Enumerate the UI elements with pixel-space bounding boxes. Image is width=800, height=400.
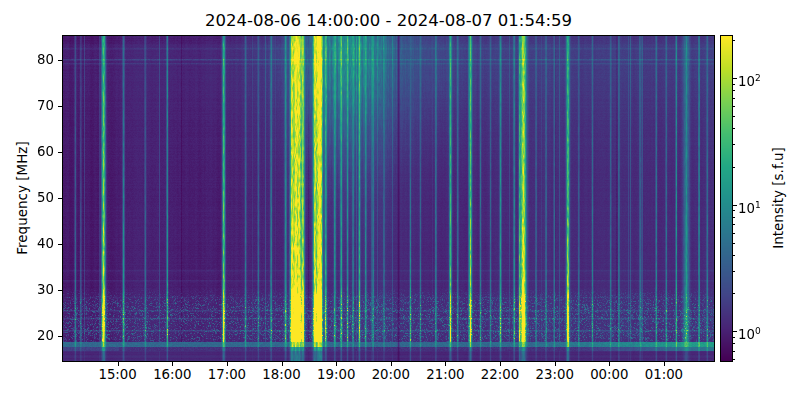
colorbar-minor-tick [733,243,735,244]
x-tick-label: 17:00 [208,367,246,382]
x-tick-label: 21:00 [426,367,464,382]
y-tick [58,106,62,107]
colorbar-minor-tick [733,90,735,91]
x-tick [391,362,392,366]
colorbar-canvas [721,36,732,361]
y-tick [58,60,62,61]
colorbar-minor-tick [733,116,735,117]
x-tick [282,362,283,366]
y-tick-label: 30 [28,282,54,298]
y-tick [58,198,62,199]
colorbar-minor-tick [733,84,735,85]
colorbar-minor-tick [733,40,735,41]
y-tick-label: 60 [28,144,54,160]
colorbar-tick-label: 100 [738,323,761,339]
colorbar-minor-tick [733,144,735,145]
x-tick [609,362,610,366]
figure: 2024-08-06 14:00:00 - 2024-08-07 01:54:5… [0,0,800,400]
colorbar-tick [733,205,737,206]
colorbar-minor-tick [733,359,735,360]
colorbar-minor-tick [733,217,735,218]
x-tick-label: 16:00 [153,367,191,382]
x-tick [664,362,665,366]
colorbar-tick [733,78,737,79]
x-tick [500,362,501,366]
colorbar-minor-tick [733,106,735,107]
colorbar-minor-tick [733,255,735,256]
x-tick-label: 18:00 [262,367,300,382]
spectrogram-canvas [63,36,714,361]
x-tick-label: 22:00 [481,367,519,382]
colorbar-minor-tick [733,293,735,294]
x-tick-label: 23:00 [536,367,574,382]
y-tick-label: 50 [28,190,54,206]
x-tick [172,362,173,366]
colorbar-label: Intensity [s.f.u] [770,36,786,361]
colorbar-minor-tick [733,128,735,129]
x-tick-label: 20:00 [372,367,410,382]
x-tick [118,362,119,366]
y-tick-label: 70 [28,98,54,114]
colorbar-tick-label: 102 [738,70,761,86]
y-tick [58,152,62,153]
colorbar-minor-tick [733,210,735,211]
y-tick [58,244,62,245]
colorbar-tick [733,331,737,332]
plot-title: 2024-08-06 14:00:00 - 2024-08-07 01:54:5… [63,11,714,30]
x-tick-label: 15:00 [98,367,136,382]
x-tick [555,362,556,366]
colorbar-minor-tick [733,343,735,344]
y-tick [58,336,62,337]
x-tick-label: 19:00 [317,367,355,382]
y-tick-label: 40 [28,236,54,252]
colorbar-minor-tick [733,351,735,352]
colorbar-minor-tick [733,224,735,225]
y-tick-label: 20 [28,328,54,344]
colorbar-minor-tick [733,233,735,234]
colorbar-minor-tick [733,167,735,168]
x-tick-label: 01:00 [645,367,683,382]
x-tick-label: 00:00 [590,367,628,382]
y-tick-label: 80 [28,52,54,68]
y-tick [58,290,62,291]
x-tick [227,362,228,366]
colorbar-minor-tick [733,271,735,272]
colorbar-minor-tick [733,98,735,99]
colorbar-minor-tick [733,337,735,338]
x-tick [336,362,337,366]
x-tick [445,362,446,366]
colorbar-tick-label: 101 [738,197,761,213]
